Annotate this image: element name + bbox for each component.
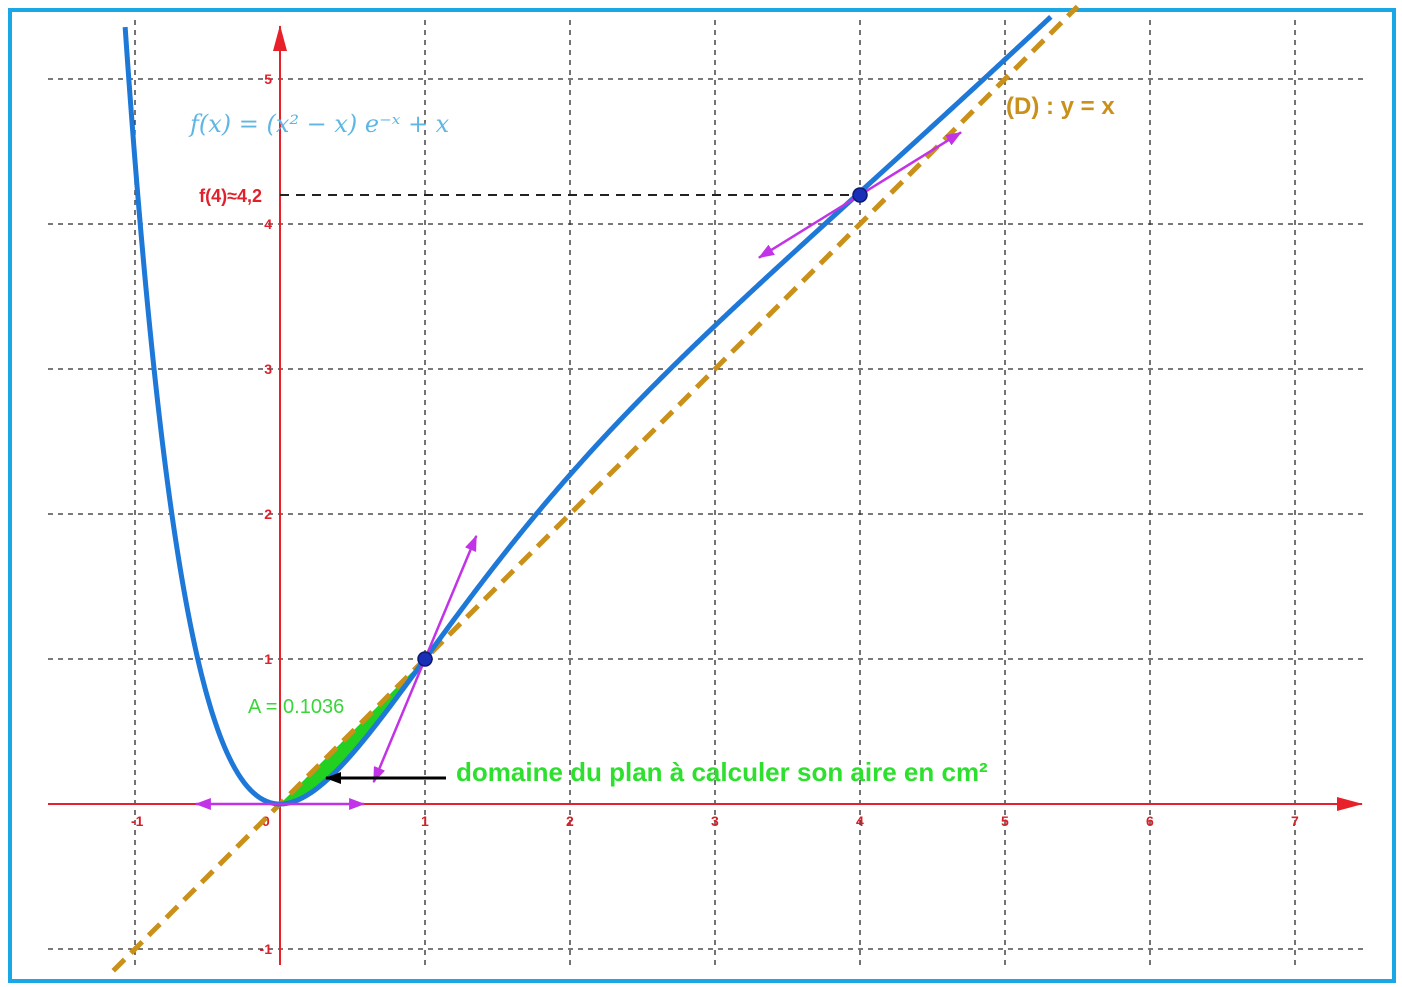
curve-point: [852, 187, 868, 203]
tangent-vector: [859, 131, 962, 197]
y-tick-label: 3: [264, 361, 272, 377]
series-line-y-equals-x: [111, 4, 1080, 973]
y-tick-label: 4: [264, 216, 272, 232]
f4-label: f(4)≈4,2: [199, 186, 262, 206]
y-tick-label: -1: [260, 941, 273, 957]
area-label: A = 0.1036: [248, 696, 344, 718]
x-tick-label: 5: [1001, 813, 1009, 829]
grid: [48, 20, 1368, 965]
series-group: [111, 4, 1080, 973]
figure-frame: [8, 8, 1396, 983]
y-tick-label: 1: [264, 651, 272, 667]
x-tick-label: 2: [566, 813, 574, 829]
y-tick-label: 5: [264, 71, 272, 87]
curve-point: [417, 651, 433, 667]
axes: [48, 25, 1363, 965]
formula-label: f(x) = (x² − x) e⁻ˣ + x: [188, 110, 450, 138]
tangent-vector: [372, 658, 427, 784]
y-tick-label: 2: [264, 506, 272, 522]
tangent-vector: [758, 193, 861, 259]
line-label: (D) : y = x: [1006, 93, 1115, 120]
x-tick-label: 3: [711, 813, 719, 829]
x-tick-label: 4: [856, 813, 864, 829]
x-tick-label: -1: [131, 813, 144, 829]
annotations: f(x) = (x² − x) e⁻ˣ + x (D) : y = x f(4)≈4…: [188, 93, 1115, 787]
tangent-vector: [423, 534, 478, 660]
domain-label: domaine du plan à calculer son aire en c…: [456, 757, 988, 787]
x-tick-label: 6: [1146, 813, 1154, 829]
x-tick-label: 7: [1291, 813, 1299, 829]
x-tick-label: 1: [421, 813, 429, 829]
